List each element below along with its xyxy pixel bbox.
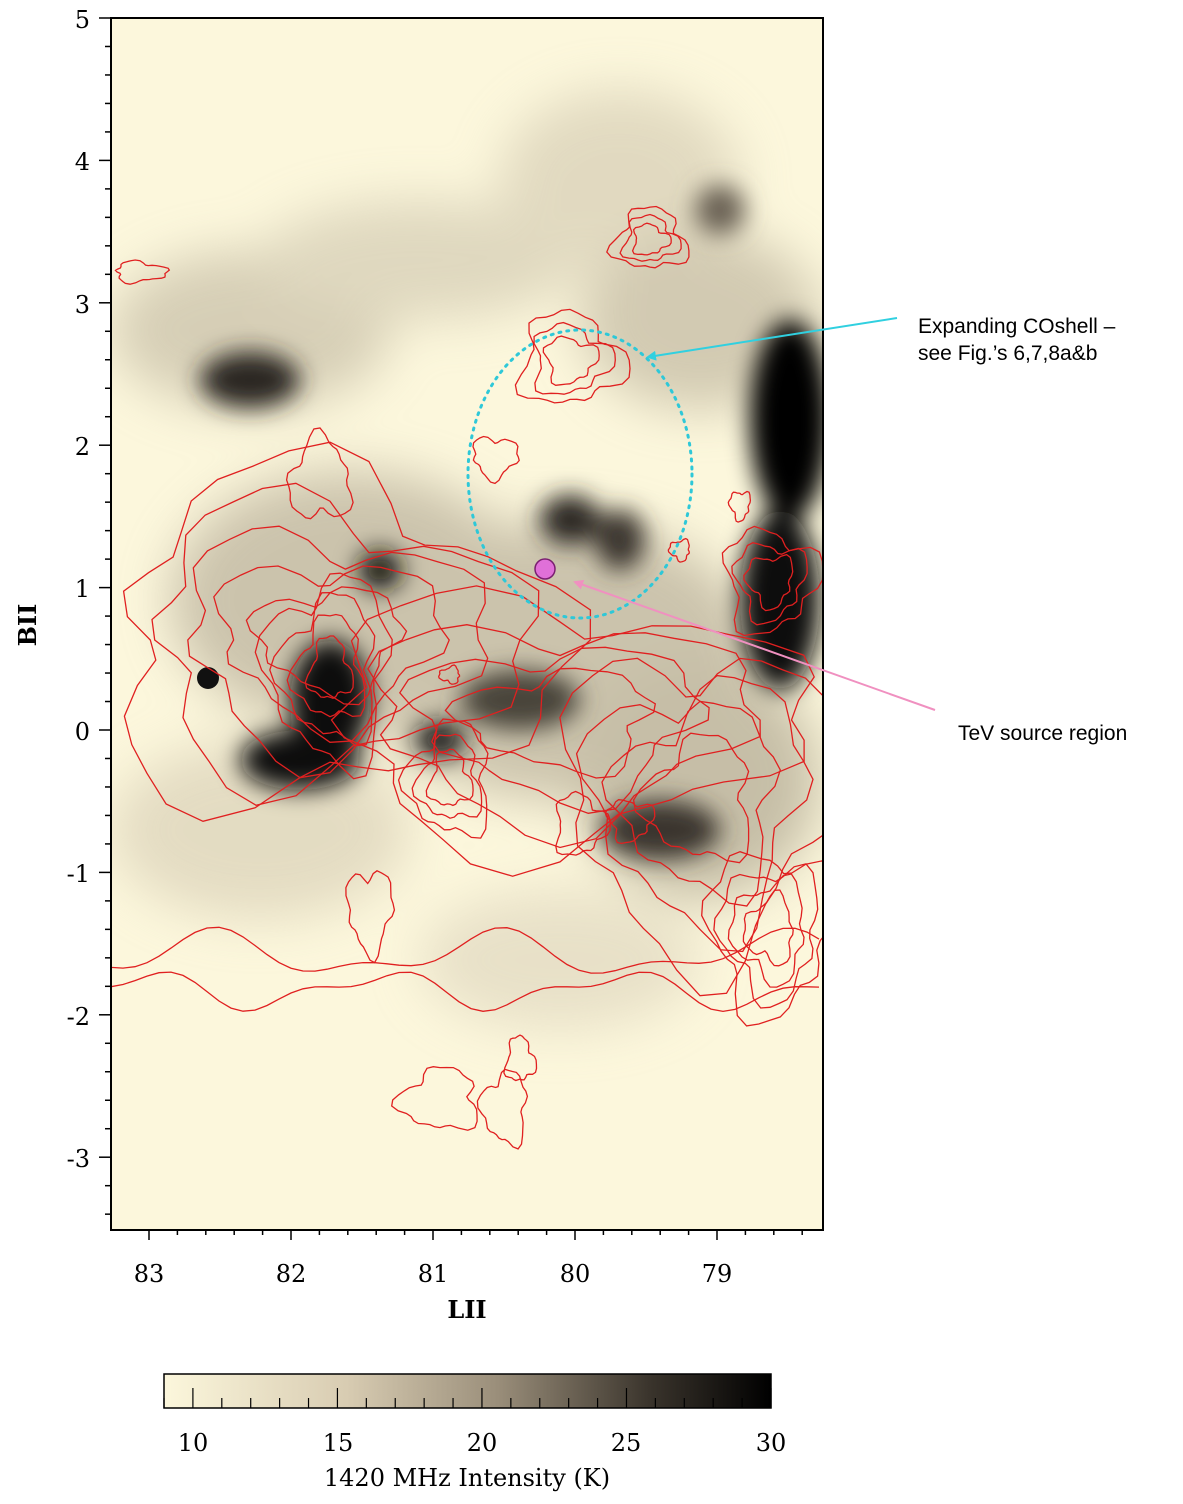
contour-line: [444, 667, 657, 779]
y-tick-label: -3: [67, 1145, 90, 1173]
y-tick-label: 1: [75, 575, 90, 603]
contour-line: [472, 435, 520, 485]
colorbar-tick-labels: 10 15 20 25 30: [178, 1429, 787, 1457]
contour-line: [286, 613, 366, 718]
colorbar-tick-label: 15: [323, 1429, 354, 1457]
co-shell-arrow: [646, 317, 898, 361]
co-contours: [111, 205, 823, 1150]
contour-line: [742, 889, 794, 967]
contour-line: [285, 427, 354, 520]
contour-line: [542, 335, 600, 386]
contour-line: [632, 732, 750, 864]
plot-frame: [110, 17, 824, 1231]
x-axis-title: LII: [447, 1295, 486, 1324]
x-tick-label: 79: [702, 1260, 733, 1288]
contour-line: [721, 525, 823, 637]
contour-line: [398, 646, 710, 814]
colorbar-ticks: [163, 1388, 772, 1408]
contour-line: [667, 537, 690, 563]
contour-line: [514, 308, 631, 404]
x-tick-label: 81: [418, 1260, 449, 1288]
contour-line: [604, 799, 656, 845]
contour-line: [731, 542, 808, 626]
contour-line: [114, 259, 171, 285]
contour-line: [631, 222, 672, 256]
x-tick-label: 82: [276, 1260, 307, 1288]
contour-line: [254, 572, 393, 780]
contour-line: [304, 635, 354, 700]
x-tick-label: 83: [134, 1260, 165, 1288]
y-tick-label: 4: [75, 148, 90, 176]
contour-line: [503, 1034, 538, 1082]
contour-line: [111, 971, 820, 1013]
tev-source-arrow: [573, 579, 936, 711]
co-shell-circle: [466, 328, 694, 620]
y-tick-label: 2: [75, 433, 90, 461]
contour-line: [476, 1068, 529, 1150]
contour-line: [727, 873, 805, 988]
contour-line: [411, 733, 483, 819]
contour-line: [601, 700, 782, 907]
x-tick-label: 80: [560, 1260, 591, 1288]
contour-line: [213, 565, 450, 743]
y-tick-label: 0: [75, 718, 90, 746]
y-axis-ticks: [99, 17, 111, 1215]
contour-line: [345, 870, 396, 964]
contour-line: [151, 482, 540, 806]
contour-line: [390, 1066, 478, 1131]
contour-line: [187, 525, 489, 779]
contour-line: [111, 900, 820, 974]
contour-line: [619, 213, 682, 262]
colorbar-tick-label: 30: [756, 1429, 787, 1457]
colorbar-tick-label: 10: [178, 1429, 209, 1457]
co-shell-annotation-line2: see Fig.’s 6,7,8a&b: [918, 342, 1097, 365]
contour-line: [575, 674, 814, 953]
colorbar: [163, 1373, 772, 1409]
colorbar-tick-label: 20: [467, 1429, 498, 1457]
contour-line: [727, 490, 752, 523]
y-tick-label: -1: [67, 860, 90, 888]
tev-source-annotation: TeV source region: [958, 722, 1127, 745]
intensity-image: [111, 18, 823, 1230]
x-tick-labels: 83 82 81 80 79: [134, 1260, 733, 1288]
colorbar-title: 1420 MHz Intensity (K): [324, 1464, 610, 1492]
contour-line: [533, 321, 616, 395]
contour-line: [269, 591, 376, 747]
y-tick-label: 3: [75, 291, 90, 319]
co-shell-annotation-line1: Expanding COshell –: [918, 315, 1116, 338]
contour-line: [330, 585, 815, 877]
y-axis-title: BII: [13, 604, 42, 647]
contour-line: [425, 748, 474, 807]
contour-line: [245, 586, 408, 706]
contour-line: [743, 553, 794, 612]
contour-line: [122, 441, 592, 822]
contour-line: [555, 790, 611, 856]
colorbar-tick-label: 25: [611, 1429, 642, 1457]
x-axis-ticks: [148, 1230, 803, 1240]
y-tick-label: 5: [75, 6, 90, 34]
y-tick-labels: 5 4 3 2 1 0 -1 -2 -3: [67, 6, 90, 1173]
contour-line: [606, 205, 690, 269]
tev-source-marker: [534, 558, 556, 580]
y-tick-label: -2: [67, 1003, 90, 1031]
contour-line: [397, 718, 489, 839]
contour-line: [438, 664, 461, 685]
contour-line: [367, 624, 761, 849]
contour-line: [701, 851, 823, 1027]
